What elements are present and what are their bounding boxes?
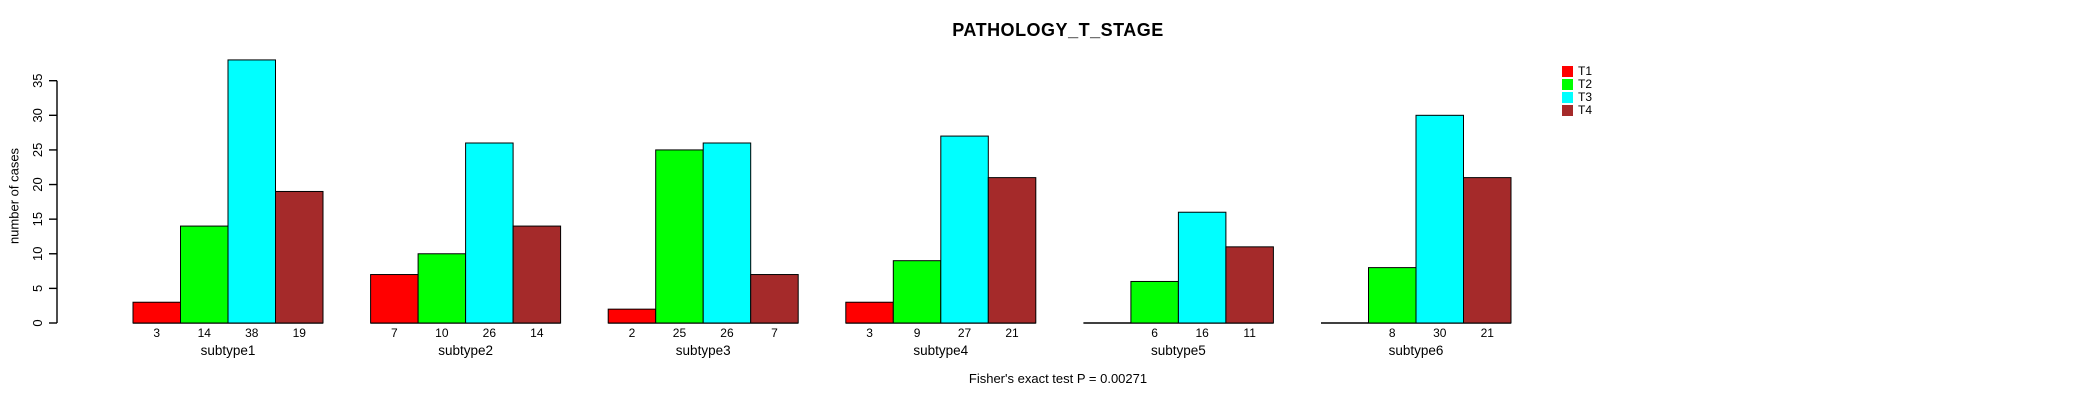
- bar-subtype5-T3: [1177, 211, 1227, 324]
- bar-subtype2-T3: [465, 142, 514, 324]
- category-label: subtype4: [913, 343, 968, 358]
- bar-value-label: 3: [866, 326, 873, 340]
- bar-subtype6-T2: [1368, 267, 1417, 324]
- bar-value-label: 21: [1005, 326, 1019, 340]
- y-tick-label: 0: [30, 319, 45, 326]
- bar-subtype1-T1: [132, 301, 181, 324]
- chart-title: PATHOLOGY_T_STAGE: [952, 20, 1164, 40]
- bar-value-label: 25: [673, 326, 687, 340]
- bar-subtype4-T1: [845, 301, 894, 324]
- bar-value-label: 10: [435, 326, 449, 340]
- bar-value-label: 2: [629, 326, 636, 340]
- y-tick-label: 25: [30, 143, 45, 157]
- legend-swatch-T1: [1562, 66, 1573, 77]
- bar-subtype3-T3: [702, 142, 752, 324]
- bar-value-label: 3: [153, 326, 160, 340]
- bar-value-label: 21: [1481, 326, 1495, 340]
- bar-subtype2-T1: [370, 274, 419, 324]
- legend-item-T1: T1: [1562, 64, 1593, 78]
- bar-value-label: 11: [1243, 326, 1256, 340]
- bar-subtype6-T4: [1463, 177, 1512, 324]
- bar-value-label: 6: [1151, 326, 1158, 340]
- bar-value-label: 16: [1195, 326, 1209, 340]
- legend-item-T3: T3: [1562, 90, 1593, 104]
- bar-value-label: 30: [1433, 326, 1447, 340]
- bar-subtype4-T4: [987, 177, 1037, 324]
- bar-subtype4-T2: [892, 260, 942, 324]
- y-tick-label: 35: [30, 73, 45, 87]
- y-tick-label: 30: [30, 108, 45, 122]
- legend-label: T2: [1578, 77, 1593, 91]
- bar-subtype1-T2: [180, 225, 229, 324]
- bar-subtype4-T3: [940, 135, 989, 324]
- bar-value-label: 26: [720, 326, 734, 340]
- legend-label: T3: [1578, 90, 1593, 104]
- bar-value-label: 8: [1389, 326, 1396, 340]
- bar-subtype2-T4: [512, 225, 562, 324]
- bar-value-label: 14: [530, 326, 544, 340]
- bar-subtype3-T1: [607, 308, 657, 324]
- bar-value-label: 7: [771, 326, 778, 340]
- category-label: subtype5: [1151, 343, 1206, 358]
- bar-subtype3-T2: [655, 149, 704, 324]
- bar-value-label: 19: [293, 326, 307, 340]
- legend: T1 T2 T3 T4: [1562, 64, 1593, 117]
- bar-subtype1-T3: [227, 59, 276, 324]
- bar-value-label: 38: [245, 326, 259, 340]
- legend-item-T2: T2: [1562, 77, 1593, 91]
- category-label: subtype2: [438, 343, 493, 358]
- bar-value-label: 9: [914, 326, 921, 340]
- category-label: subtype6: [1389, 343, 1444, 358]
- bar-value-label: 7: [391, 326, 398, 340]
- bar-value-label: 26: [483, 326, 497, 340]
- fisher-test-caption: Fisher's exact test P = 0.00271: [968, 371, 1148, 386]
- bar-subtype2-T2: [417, 253, 467, 324]
- y-tick-label: 5: [30, 285, 45, 292]
- bar-subtype3-T4: [750, 274, 799, 324]
- legend-label: T1: [1578, 64, 1593, 78]
- bar-subtype6-T3: [1415, 114, 1464, 324]
- category-label: subtype3: [676, 343, 731, 358]
- y-tick-label: 20: [30, 177, 45, 191]
- legend-swatch-T3: [1562, 92, 1573, 103]
- bar-value-label: 14: [198, 326, 212, 340]
- y-tick-label: 15: [30, 212, 45, 226]
- bar-subtype1-T4: [275, 190, 324, 324]
- legend-swatch-T4: [1562, 105, 1573, 116]
- legend-item-T4: T4: [1562, 103, 1593, 117]
- y-axis-title: number of cases: [6, 147, 22, 245]
- y-tick-label: 10: [30, 247, 45, 261]
- legend-swatch-T2: [1562, 79, 1573, 90]
- bar-subtype5-T4: [1225, 246, 1274, 324]
- legend-label: T4: [1578, 103, 1593, 117]
- bar-subtype5-T2: [1130, 280, 1179, 324]
- bar-value-label: 27: [958, 326, 972, 340]
- category-label: subtype1: [201, 343, 256, 358]
